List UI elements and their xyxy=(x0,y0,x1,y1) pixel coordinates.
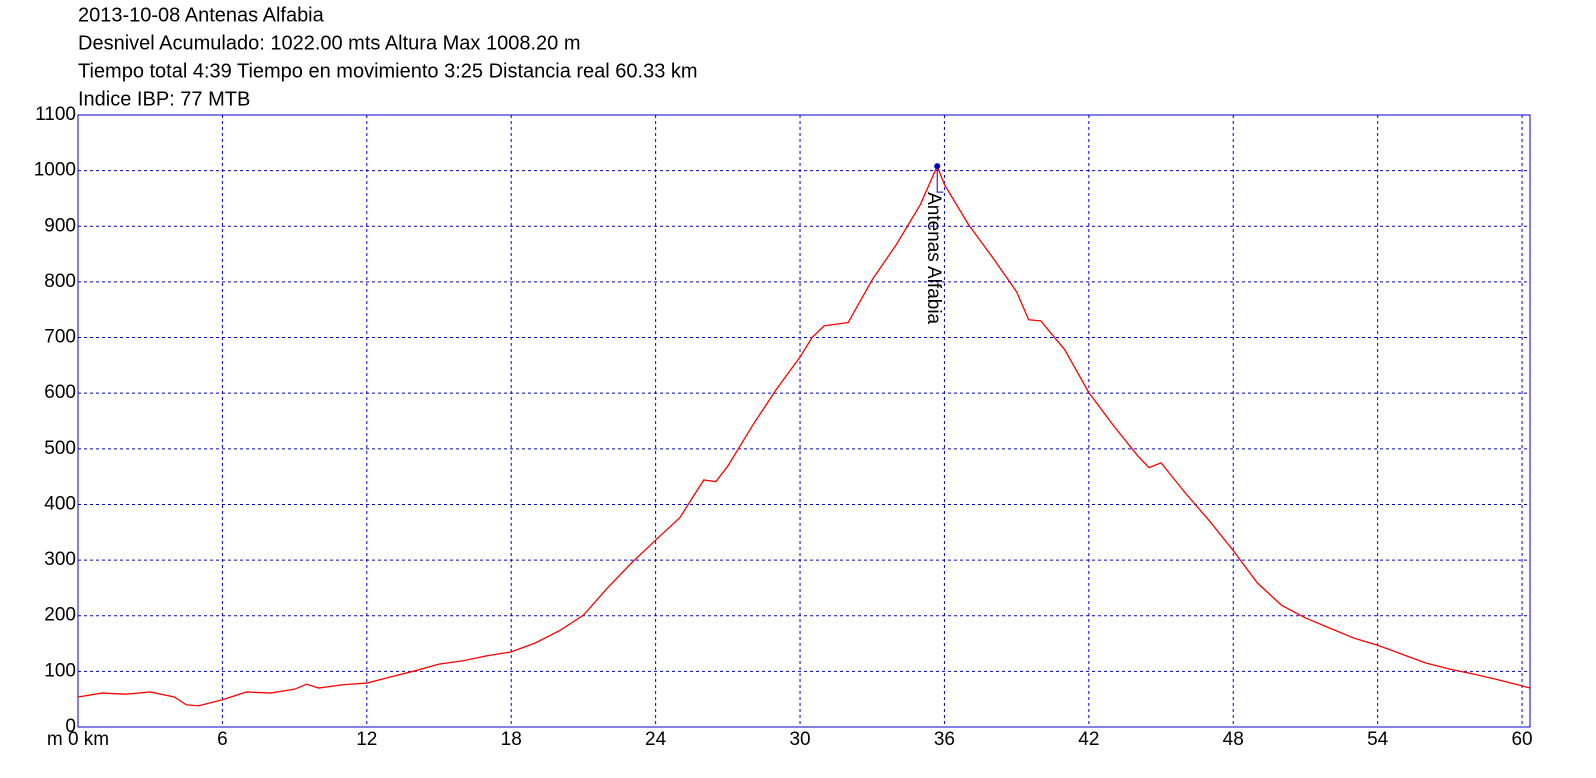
y-tick-label: 300 xyxy=(44,549,76,570)
x-tick-label: 18 xyxy=(501,729,522,750)
annotation-marker xyxy=(934,163,941,170)
y-tick-label: 0 xyxy=(65,716,76,737)
y-tick-label: 1000 xyxy=(34,160,76,181)
x-tick-label: 30 xyxy=(789,729,810,750)
y-tick-label: 800 xyxy=(44,271,76,292)
chart-subtitle: Indice IBP: 77 MTB xyxy=(78,88,250,110)
y-tick-label: 1100 xyxy=(35,104,76,125)
x-tick-label: 6 xyxy=(217,729,228,750)
y-tick-label: 500 xyxy=(44,438,76,459)
x-tick-label: 60 xyxy=(1511,729,1532,750)
y-tick-label: 100 xyxy=(44,660,76,681)
y-tick-label: 400 xyxy=(44,493,76,514)
y-tick-label: 900 xyxy=(44,215,76,236)
x-tick-label: 36 xyxy=(934,729,955,750)
chart-subtitle: Desnivel Acumulado: 1022.00 mts Altura M… xyxy=(78,32,581,54)
x-tick-label: 54 xyxy=(1367,729,1389,750)
y-tick-label: 600 xyxy=(44,382,76,403)
chart-title: 2013-10-08 Antenas Alfabia xyxy=(78,4,325,26)
x-tick-label: 48 xyxy=(1223,729,1244,750)
y-tick-label: 700 xyxy=(44,327,76,348)
x-tick-label: 24 xyxy=(645,729,667,750)
annotation-label: Antenas Alfabia xyxy=(923,192,944,324)
y-tick-label: 200 xyxy=(44,605,76,626)
chart-subtitle: Tiempo total 4:39 Tiempo en movimiento 3… xyxy=(78,60,698,82)
annotation-leader xyxy=(936,166,944,193)
x-tick-label: 42 xyxy=(1078,729,1099,750)
x-tick-label: 12 xyxy=(356,729,377,750)
elevation-line xyxy=(77,164,1531,707)
x-tick-label: m 0 km xyxy=(47,729,109,750)
plot-frame xyxy=(77,114,1531,728)
